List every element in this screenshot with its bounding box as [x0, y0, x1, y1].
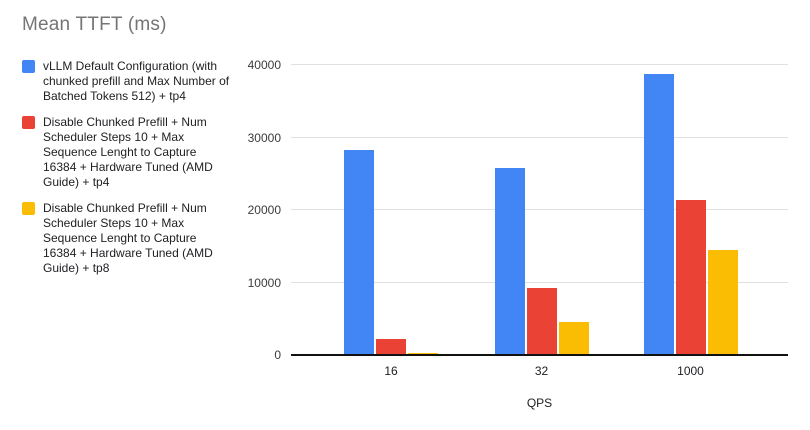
- bar-series-1-qps-32: [526, 287, 557, 355]
- legend: vLLM Default Configuration (with chunked…: [22, 59, 230, 287]
- legend-item-series-1: Disable Chunked Prefill + Num Scheduler …: [22, 115, 230, 190]
- chart-title: Mean TTFT (ms): [22, 14, 167, 35]
- legend-label: vLLM Default Configuration (with chunked…: [43, 59, 230, 103]
- legend-swatch-icon: [22, 116, 35, 129]
- bar-series-2-qps-32: [558, 322, 589, 355]
- x-axis-title: QPS: [526, 396, 553, 410]
- bar-series-0-qps-32: [494, 167, 525, 355]
- gridline-30000: [291, 136, 788, 138]
- bar-group-qps-16: [343, 149, 439, 355]
- y-axis-tick-label: 30000: [247, 130, 281, 145]
- legend-swatch-icon: [22, 202, 35, 215]
- x-axis-tick-label-1000: 1000: [677, 364, 704, 378]
- legend-label: Disable Chunked Prefill + Num Scheduler …: [43, 201, 213, 275]
- bar-group-qps-1000: [643, 73, 739, 355]
- legend-swatch-icon: [22, 60, 35, 73]
- plot-area: [291, 64, 788, 356]
- gridline-40000: [291, 64, 788, 65]
- bar-group-qps-32: [494, 167, 590, 355]
- bar-series-1-qps-16: [376, 339, 406, 355]
- bar-series-0-qps-1000: [643, 73, 674, 355]
- gridline-10000: [291, 281, 788, 283]
- bar-series-2-qps-1000: [707, 249, 738, 355]
- y-axis-tick-label: 20000: [247, 203, 281, 217]
- y-axis-tick-label: 10000: [247, 275, 281, 290]
- bar-series-0-qps-16: [344, 149, 374, 355]
- y-axis-tick-label: 0: [274, 348, 281, 362]
- x-axis-tick-label-16: 16: [384, 364, 398, 378]
- y-axis-tick-label: 40000: [247, 58, 281, 72]
- x-axis-line: [291, 354, 788, 356]
- bar-series-1-qps-1000: [675, 199, 706, 355]
- legend-label: Disable Chunked Prefill + Num Scheduler …: [43, 115, 213, 189]
- legend-item-series-0: vLLM Default Configuration (with chunked…: [22, 59, 230, 104]
- x-axis-tick-label-32: 32: [534, 364, 549, 378]
- legend-item-series-2: Disable Chunked Prefill + Num Scheduler …: [22, 201, 230, 276]
- gridline-20000: [291, 209, 788, 210]
